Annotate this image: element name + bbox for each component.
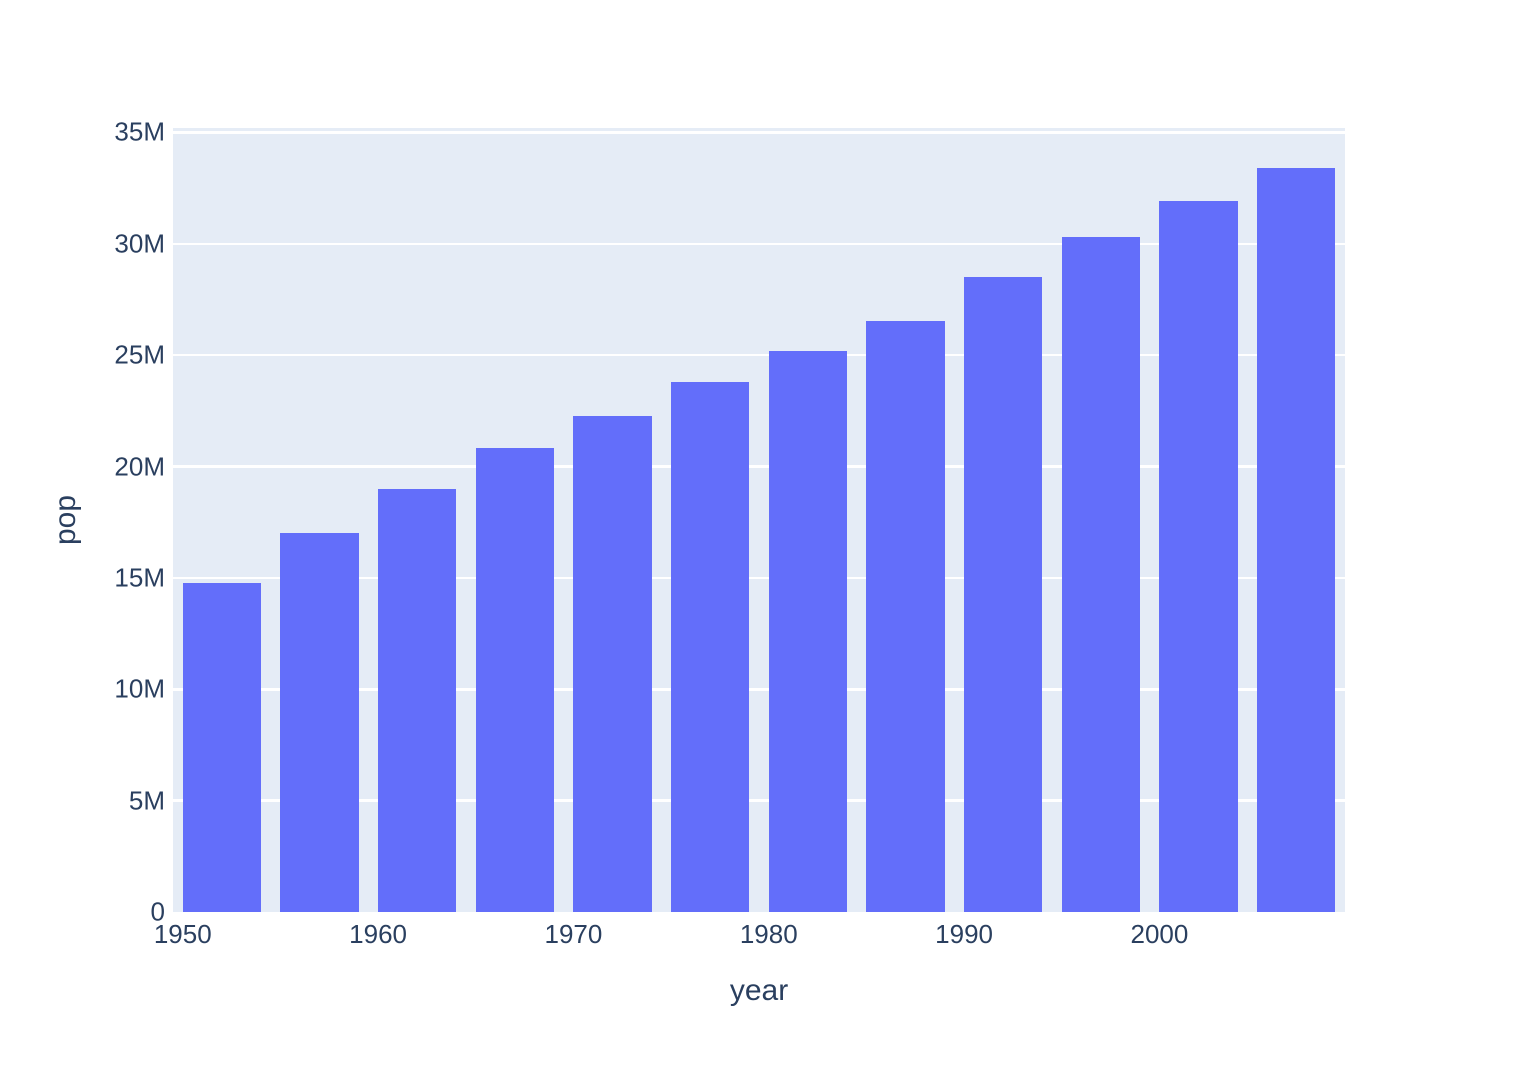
gridline-5M (173, 799, 1345, 802)
y-tick-label-5M: 5M (128, 785, 165, 816)
gridline-10M (173, 687, 1345, 691)
bar-1967 (475, 448, 554, 912)
bar-1997 (1061, 237, 1140, 912)
x-tick-label-2000: 2000 (1130, 919, 1189, 949)
x-tick-label-1960: 1960 (349, 919, 408, 949)
gridline-15M (173, 576, 1345, 580)
bar-1977 (671, 381, 750, 912)
gridline-30M (173, 242, 1345, 246)
x-tick-label-1950: 1950 (153, 919, 212, 949)
x-tick-label-1980: 1980 (739, 919, 798, 949)
gridline-20M (173, 465, 1345, 468)
bar-1962 (378, 489, 457, 912)
bar-2002 (1159, 201, 1238, 912)
bar-1972 (573, 415, 652, 912)
y-tick-label-30M: 30M (114, 228, 165, 259)
bar-1992 (964, 276, 1043, 912)
bar-2007 (1257, 168, 1336, 912)
bar-1957 (280, 533, 359, 912)
y-tick-label-20M: 20M (114, 451, 165, 482)
plot-area (173, 128, 1345, 912)
gridline-25M (173, 353, 1345, 357)
y-axis-title: pop (49, 494, 82, 546)
bar-1952 (182, 582, 261, 912)
y-tick-label-15M: 15M (114, 562, 165, 593)
y-tick-label-25M: 25M (114, 339, 165, 370)
y-tick-label-0: 0 (150, 896, 165, 927)
y-tick-label-10M: 10M (114, 673, 165, 704)
bar-1987 (866, 320, 945, 912)
x-axis-title: year (729, 974, 789, 1007)
y-tick-label-35M: 35M (114, 116, 165, 147)
x-tick-label-1990: 1990 (935, 919, 994, 949)
x-tick-label-1970: 1970 (544, 919, 603, 949)
bar-1982 (768, 350, 847, 912)
gridline-35M (173, 131, 1345, 134)
